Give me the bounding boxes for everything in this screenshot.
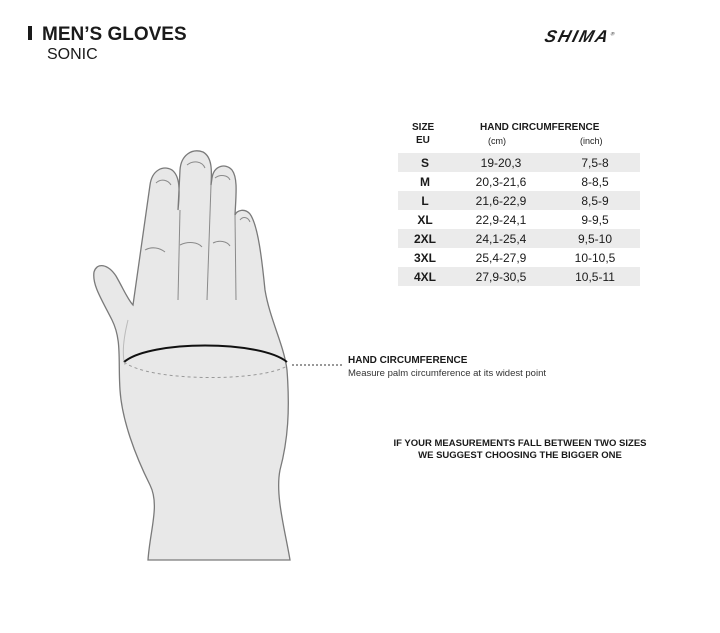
cm-cell: 27,9-30,5 — [452, 267, 550, 286]
inch-cell: 9-9,5 — [581, 212, 609, 227]
circumference-back-line — [123, 361, 288, 378]
note-line-1: IF YOUR MEASUREMENTS FALL BETWEEN TWO SI… — [393, 438, 647, 449]
sizing-note: IF YOUR MEASUREMENTS FALL BETWEEN TWO SI… — [380, 438, 660, 462]
table-row: S 19-20,3 7,5-8 — [398, 153, 640, 172]
hand-details — [122, 161, 251, 366]
hand-outline — [93, 150, 291, 561]
size-header: SIZE — [412, 122, 435, 133]
inch-cell: 10,5-11 — [550, 267, 640, 286]
circumference-line — [123, 344, 288, 363]
inch-cell: 7,5-8 — [550, 153, 640, 172]
inch-cell: 8,5-9 — [550, 191, 640, 210]
inch-cell: 10-10,5 — [574, 250, 616, 265]
cm-cell: 25,4-27,9 — [475, 250, 527, 265]
table-row: 4XL 27,9-30,5 10,5-11 — [398, 267, 640, 286]
size-subheader: EU — [416, 135, 430, 146]
size-cell: L — [398, 191, 452, 210]
table-row: M 20,3-21,6 8-8,5 — [398, 172, 640, 191]
table-row: 2XL 24,1-25,4 9,5-10 — [398, 229, 640, 248]
product-name: SONIC — [47, 46, 98, 63]
size-cell: M — [420, 174, 430, 189]
cm-cell: 24,1-25,4 — [452, 229, 550, 248]
page-title: MEN’S GLOVES — [28, 24, 187, 46]
cm-cell: 21,6-22,9 — [452, 191, 550, 210]
table-row: 3XL 25,4-27,9 10-10,5 — [398, 248, 640, 267]
size-cell: 4XL — [398, 267, 452, 286]
cm-cell: 22,9-24,1 — [475, 212, 527, 227]
note-line-2: WE SUGGEST CHOOSING THE BIGGER ONE — [418, 450, 622, 461]
callout-label: HAND CIRCUMFERENCE — [348, 355, 468, 366]
title-marker — [28, 26, 32, 40]
title-text: MEN’S GLOVES — [42, 24, 187, 45]
inch-header: (inch) — [580, 136, 603, 146]
inch-cell: 8-8,5 — [581, 174, 609, 189]
cm-header: (cm) — [488, 136, 506, 146]
inch-cell: 9,5-10 — [550, 229, 640, 248]
size-cell: 3XL — [413, 250, 436, 265]
cm-cell: 20,3-21,6 — [475, 174, 527, 189]
cm-cell: 19-20,3 — [452, 153, 550, 172]
table-row: L 21,6-22,9 8,5-9 — [398, 191, 640, 210]
size-table: S 19-20,3 7,5-8 M 20,3-21,6 8-8,5 L 21,6-22,9… — [398, 153, 640, 286]
size-cell: 2XL — [398, 229, 452, 248]
callout-description: Measure palm circumference at its widest… — [348, 368, 546, 379]
table-row: XL 22,9-24,1 9-9,5 — [398, 210, 640, 229]
size-cell: XL — [417, 212, 433, 227]
measure-header: HAND CIRCUMFERENCE — [480, 122, 600, 133]
size-cell: S — [398, 153, 452, 172]
